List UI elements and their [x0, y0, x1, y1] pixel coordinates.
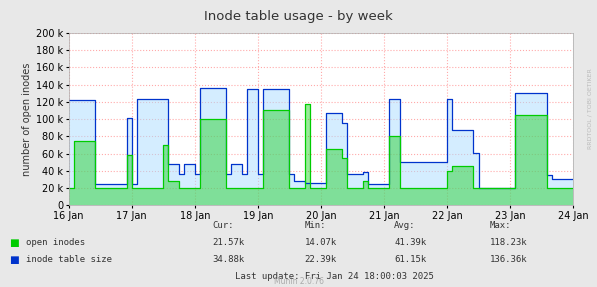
Text: 22.39k: 22.39k	[304, 255, 337, 264]
Text: 118.23k: 118.23k	[490, 238, 527, 247]
Text: Max:: Max:	[490, 221, 511, 230]
Text: ■: ■	[9, 238, 19, 247]
Text: 61.15k: 61.15k	[394, 255, 426, 264]
Text: ■: ■	[9, 255, 19, 265]
Text: Cur:: Cur:	[212, 221, 233, 230]
Text: 34.88k: 34.88k	[212, 255, 244, 264]
Text: RRDTOOL / TOBI OETIKER: RRDTOOL / TOBI OETIKER	[588, 69, 593, 150]
Text: 41.39k: 41.39k	[394, 238, 426, 247]
Y-axis label: number of open inodes: number of open inodes	[21, 62, 32, 176]
Text: Avg:: Avg:	[394, 221, 416, 230]
Text: open inodes: open inodes	[26, 238, 85, 247]
Text: Last update: Fri Jan 24 18:00:03 2025: Last update: Fri Jan 24 18:00:03 2025	[235, 272, 434, 281]
Text: Min:: Min:	[304, 221, 326, 230]
Text: Munin 2.0.76: Munin 2.0.76	[273, 277, 324, 286]
Text: 21.57k: 21.57k	[212, 238, 244, 247]
Text: inode table size: inode table size	[26, 255, 112, 264]
Text: 14.07k: 14.07k	[304, 238, 337, 247]
Text: 136.36k: 136.36k	[490, 255, 527, 264]
Text: Inode table usage - by week: Inode table usage - by week	[204, 10, 393, 23]
